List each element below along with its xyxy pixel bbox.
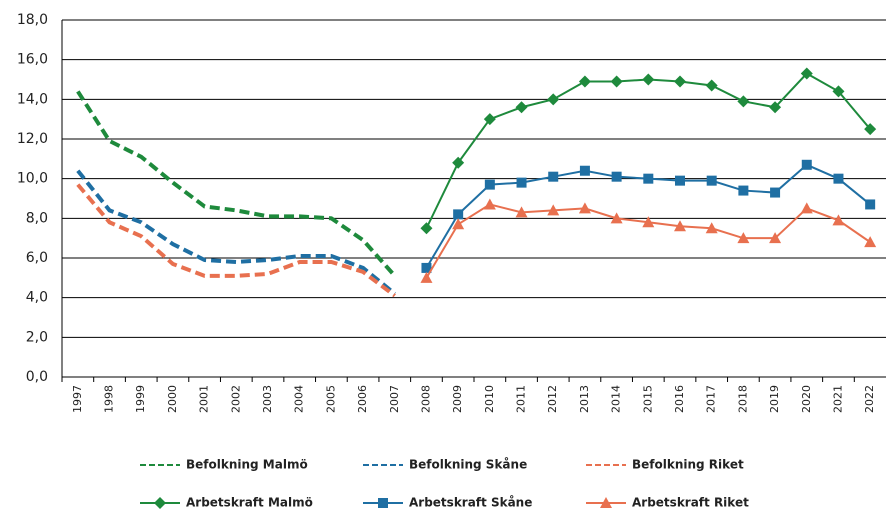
- x-tick-label: 2002: [229, 385, 242, 413]
- y-tick-label: 4,0: [26, 290, 48, 306]
- x-tick-label: 2009: [451, 385, 464, 413]
- x-tick-label: 2022: [863, 385, 876, 413]
- y-tick-label: 12,0: [17, 131, 48, 147]
- marker: [515, 206, 528, 218]
- x-tick-label: 2017: [705, 385, 718, 413]
- marker: [832, 85, 845, 98]
- marker: [452, 218, 465, 230]
- x-tick-label: 2007: [388, 385, 401, 413]
- marker: [154, 497, 166, 509]
- x-tick-label: 2005: [324, 385, 337, 413]
- series-line: [76, 183, 396, 298]
- marker: [642, 216, 655, 228]
- marker: [705, 222, 718, 234]
- x-tick-label: 1999: [134, 385, 147, 413]
- marker: [769, 232, 782, 244]
- y-tick-label: 18,0: [17, 12, 48, 28]
- y-tick-label: 0,0: [26, 369, 48, 385]
- marker: [705, 79, 718, 92]
- x-tick-label: 2003: [261, 385, 274, 413]
- x-tick-label: 2006: [356, 385, 369, 413]
- x-tick-label: 2018: [736, 385, 749, 413]
- series-line: [425, 203, 871, 279]
- legend-label: Arbetskraft Riket: [632, 496, 749, 510]
- marker: [515, 101, 528, 114]
- marker: [611, 171, 622, 182]
- x-tick-label: 2000: [166, 385, 179, 413]
- x-tick-label: 2011: [515, 385, 528, 413]
- marker: [484, 179, 495, 190]
- marker: [578, 202, 591, 214]
- marker: [578, 75, 591, 88]
- marker: [420, 271, 433, 283]
- x-tick-label: 2013: [578, 385, 591, 413]
- x-tick-label: 2004: [293, 385, 306, 413]
- x-tick-label: 2008: [419, 385, 432, 413]
- marker: [675, 175, 685, 186]
- x-tick-label: 1997: [71, 385, 84, 413]
- y-tick-label: 14,0: [17, 91, 48, 107]
- y-tick-label: 16,0: [17, 52, 48, 68]
- marker: [643, 173, 654, 184]
- marker: [642, 73, 655, 86]
- y-tick-label: 8,0: [26, 210, 48, 226]
- y-tick-label: 6,0: [26, 250, 48, 266]
- y-tick-label: 2,0: [26, 329, 48, 345]
- marker: [864, 123, 877, 136]
- x-tick-label: 1998: [103, 385, 116, 413]
- marker: [547, 93, 560, 106]
- marker: [674, 220, 686, 232]
- marker: [769, 101, 782, 114]
- marker: [706, 175, 717, 186]
- marker: [865, 199, 876, 210]
- x-tick-label: 2001: [198, 385, 211, 413]
- series-line: [76, 90, 397, 278]
- marker: [483, 113, 496, 126]
- x-tick-label: 2015: [641, 385, 654, 413]
- marker: [801, 159, 812, 170]
- y-tick-label: 10,0: [17, 171, 48, 187]
- x-tick-label: 2014: [610, 385, 623, 413]
- marker: [737, 232, 750, 244]
- x-tick-label: 2020: [800, 385, 813, 413]
- marker: [737, 95, 750, 108]
- marker: [833, 173, 844, 184]
- x-tick-label: 2021: [831, 385, 844, 413]
- marker: [421, 262, 432, 273]
- marker: [600, 497, 612, 508]
- marker: [516, 177, 527, 188]
- marker: [483, 198, 496, 210]
- marker: [610, 75, 623, 88]
- legend-label: Befolkning Skåne: [409, 458, 527, 472]
- marker: [610, 212, 623, 224]
- marker: [674, 75, 686, 88]
- marker: [547, 204, 560, 216]
- x-tick-label: 2010: [483, 385, 496, 413]
- x-tick-label: 2012: [546, 385, 559, 413]
- marker: [800, 67, 813, 80]
- marker: [738, 185, 749, 196]
- legend-label: Arbetskraft Skåne: [409, 496, 532, 510]
- legend-label: Arbetskraft Malmö: [186, 496, 313, 510]
- marker: [800, 202, 813, 214]
- marker: [770, 187, 781, 198]
- series-line: [76, 169, 397, 296]
- marker: [453, 209, 464, 220]
- x-tick-label: 2019: [768, 385, 781, 413]
- legend-label: Befolkning Riket: [632, 458, 744, 472]
- marker: [832, 214, 845, 226]
- marker: [548, 171, 559, 182]
- marker: [864, 236, 877, 248]
- x-tick-label: 2016: [673, 385, 686, 413]
- marker: [452, 156, 465, 169]
- marker: [420, 222, 433, 235]
- marker: [378, 498, 388, 508]
- legend-label: Befolkning Malmö: [186, 458, 308, 472]
- marker: [579, 165, 590, 176]
